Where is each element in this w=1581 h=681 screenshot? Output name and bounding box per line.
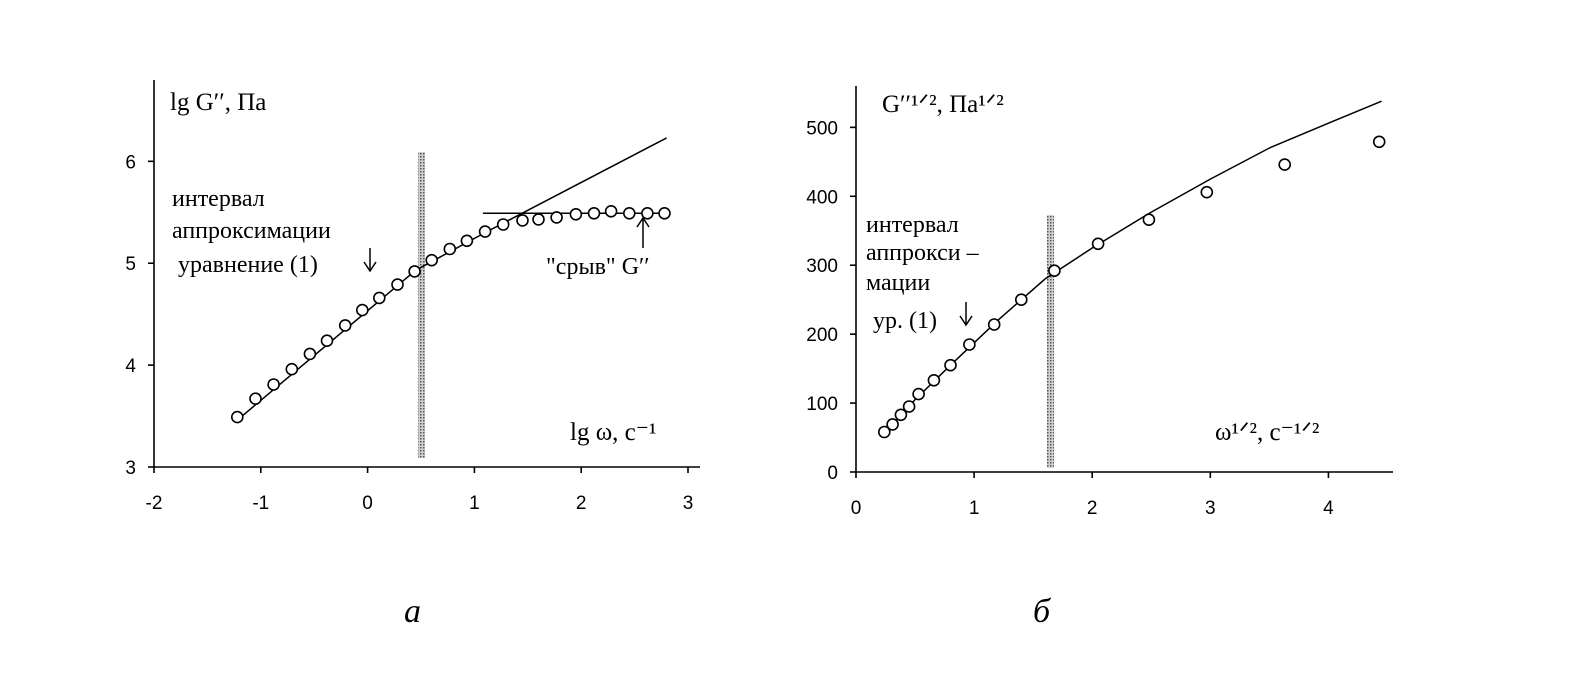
y-tick-label: 200 [806,325,838,346]
down-arrow-icon-a [363,248,377,273]
annotation-interval-line1-a: интервал [172,186,265,212]
x-tick-label: 1 [969,498,980,519]
data-point [902,400,916,413]
data-point [355,303,369,317]
y-tick-label: 4 [125,356,136,377]
annotation-interval-line2-b: аппрокси – [866,240,980,266]
x-tick-label: 0 [851,498,862,519]
fit-line-b [883,100,1382,435]
data-point [912,387,925,401]
data-point [622,207,636,220]
data-point [303,347,317,361]
x-tick-label: 0 [362,493,373,514]
data-point [927,373,941,387]
y-tick-label: 100 [806,394,838,415]
annotation-interval-line2-a: аппроксимации [172,218,331,244]
up-arrow-icon-a [636,216,650,248]
data-point [894,408,908,422]
down-arrow-icon-b [959,302,973,327]
interval-marker-a [418,152,425,458]
x-tick-label: 4 [1323,498,1334,519]
data-point [496,218,510,231]
y-tick-label: 0 [827,463,838,484]
data-point [658,207,671,220]
data-point [944,358,957,372]
data-point [338,319,352,332]
data-point [478,225,492,238]
data-point [249,392,262,406]
data-point [550,211,563,224]
annotation-interval-line3-b: мации [866,270,930,296]
x-tick-label: -1 [252,493,269,514]
panel-label-b: б [1033,593,1052,630]
data-point [267,378,280,391]
y-tick-label: 5 [125,254,136,275]
annotation-interval-line1-b: интервал [866,212,959,238]
y-tick-label: 500 [806,118,838,139]
data-point [460,234,474,248]
annotation-interval-line3-a: уравнение (1) [178,252,318,278]
data-point [443,242,457,256]
data-point [641,207,654,220]
annotation-srvv-a: "срыв" G′′ [546,254,650,280]
data-point [391,278,404,291]
y-tick-label: 300 [806,256,838,277]
data-point [408,265,421,278]
y-axis-label-a: lg G′′, Па [170,89,266,116]
x-tick-label: -2 [146,493,163,514]
data-point [1014,293,1028,307]
data-point [1091,237,1105,251]
y-tick-label: 3 [125,458,136,479]
data-point [886,418,899,431]
data-point [1278,158,1291,171]
y-axis-label-b: G′′¹ᐟ², Па¹ᐟ² [882,91,1004,118]
data-point [963,338,976,351]
data-point [1200,185,1214,199]
data-point [532,213,545,226]
chart-panel-b: 0 1 2 3 4 0 100 200 300 400 500 G′′¹ᐟ², Па¹ᐟ² ω¹ᐟ²… [806,86,1393,630]
x-tick-label: 2 [576,493,587,514]
data-point [516,214,529,227]
x-axis-label-a: lg ω, с⁻¹ [570,419,656,446]
data-point [1372,135,1386,149]
chart-panel-a: -2 -1 0 1 2 3 3 4 5 6 lg G′′, Па lg ω, с⁻¹ интерв… [125,80,700,630]
data-point [1048,264,1061,278]
data-point [285,362,299,376]
data-point [231,410,244,424]
x-tick-label: 1 [469,493,480,514]
data-point [1142,213,1156,226]
data-point [877,425,891,439]
data-point [372,291,386,305]
x-tick-label: 3 [1205,498,1216,519]
interval-marker-b [1047,215,1054,468]
annotation-interval-line4-b: ур. (1) [873,308,937,334]
x-tick-label: 2 [1087,498,1098,519]
data-point [604,205,618,218]
panel-label-a: а [404,593,421,630]
x-axis-label-b: ω¹ᐟ², с⁻¹ᐟ² [1215,419,1319,446]
y-tick-label: 400 [806,187,838,208]
data-point [320,334,334,348]
data-point [569,208,583,221]
x-tick-label: 3 [683,493,694,514]
data-point [987,318,1001,331]
data-point [587,207,601,220]
y-tick-label: 6 [125,152,136,173]
data-point [425,253,439,267]
